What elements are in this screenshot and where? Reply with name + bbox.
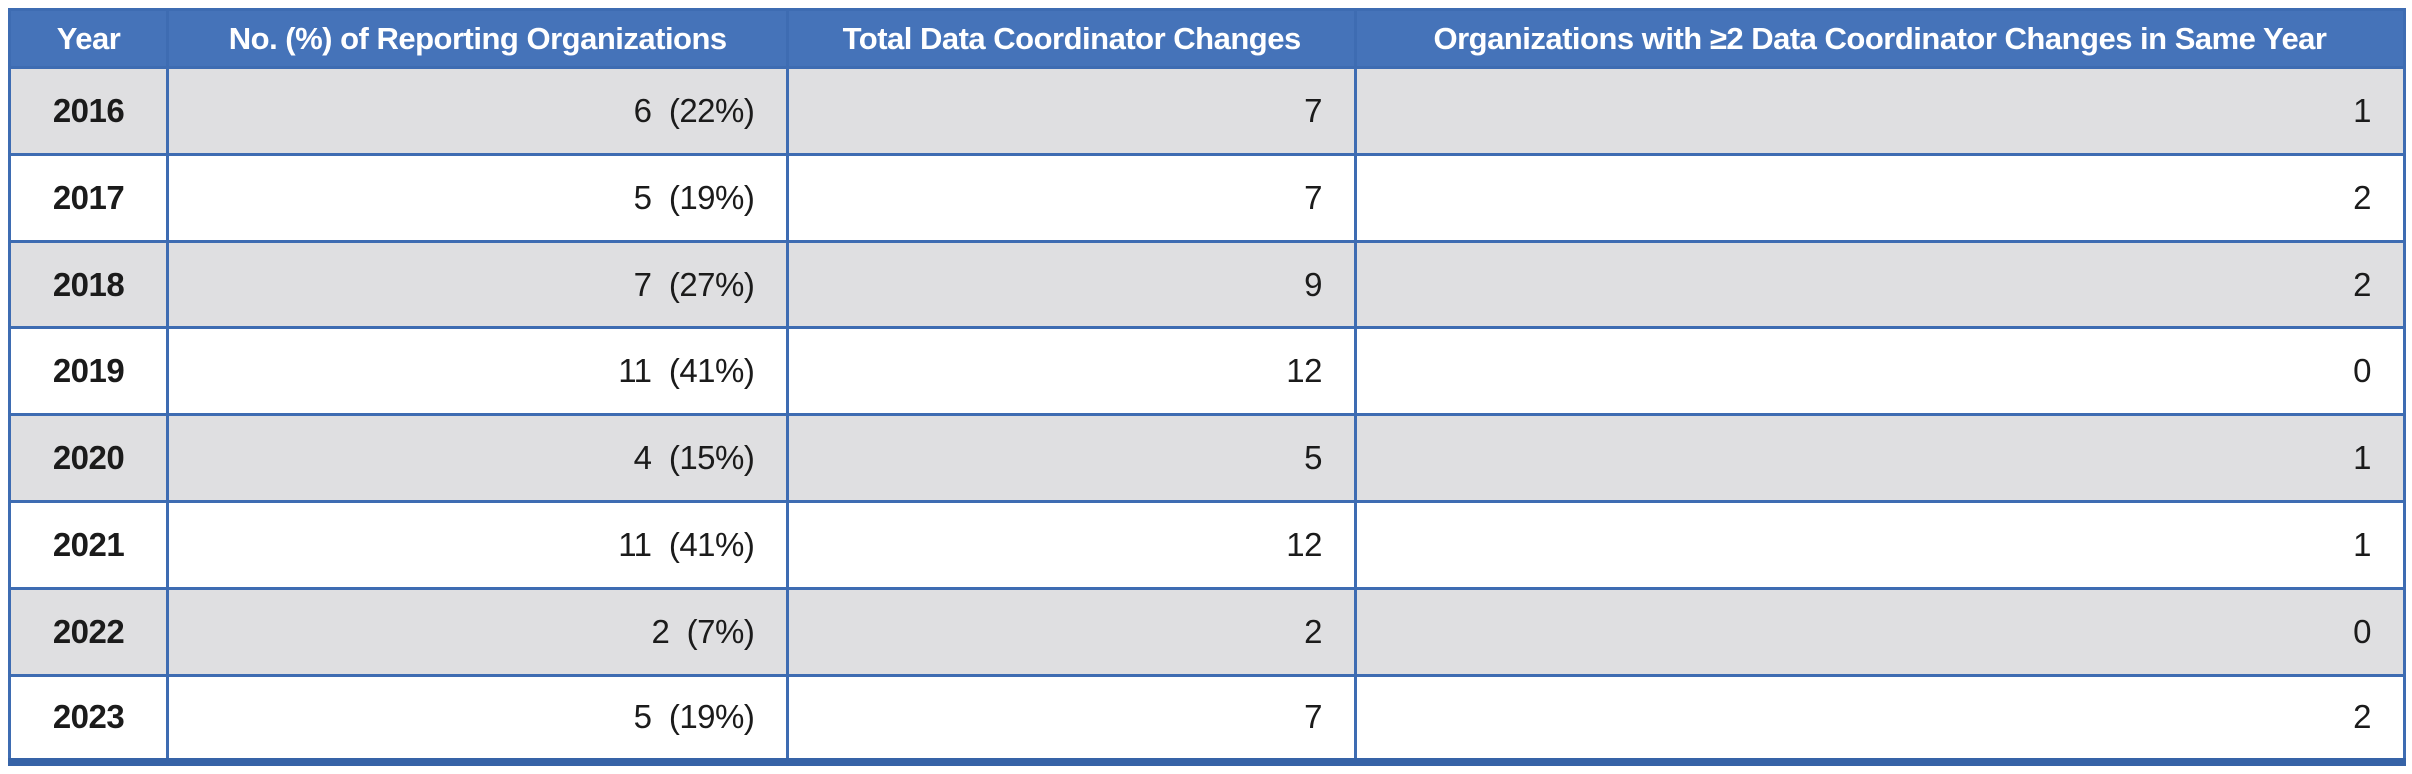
total-changes-cell: 2 bbox=[786, 586, 1357, 677]
total-changes-cell: 7 bbox=[786, 66, 1357, 156]
reporting-orgs-cell: 2 (7%) bbox=[166, 586, 790, 677]
reporting-orgs-cell: 5 (19%) bbox=[166, 673, 790, 766]
year-cell: 2020 bbox=[7, 413, 170, 504]
reporting-orgs-cell: 7 (27%) bbox=[166, 239, 790, 330]
reporting-orgs-cell: 6 (22%) bbox=[166, 66, 790, 156]
table-row: 2021 11 (41%) 12 1 bbox=[7, 500, 2407, 590]
total-changes-cell: 12 bbox=[786, 500, 1357, 590]
total-changes-cell: 7 bbox=[786, 152, 1357, 243]
reporting-orgs-cell: 11 (41%) bbox=[166, 326, 790, 417]
year-cell: 2019 bbox=[7, 326, 170, 417]
orgs-ge2-changes-cell: 0 bbox=[1353, 326, 2407, 417]
total-changes-cell: 9 bbox=[786, 239, 1357, 330]
reporting-orgs-cell: 11 (41%) bbox=[166, 500, 790, 590]
table-row: 2017 5 (19%) 7 2 bbox=[7, 152, 2407, 243]
data-coordinator-changes-table: Year No. (%) of Reporting Organizations … bbox=[7, 8, 2407, 766]
reporting-orgs-cell: 5 (19%) bbox=[166, 152, 790, 243]
column-header-orgs-ge2-changes: Organizations with ≥2 Data Coordinator C… bbox=[1353, 8, 2407, 69]
column-header-reporting-organizations: No. (%) of Reporting Organizations bbox=[166, 8, 790, 69]
reporting-orgs-cell: 4 (15%) bbox=[166, 413, 790, 504]
total-changes-cell: 12 bbox=[786, 326, 1357, 417]
orgs-ge2-changes-cell: 1 bbox=[1353, 413, 2407, 504]
table-row: 2019 11 (41%) 12 0 bbox=[7, 326, 2407, 417]
total-changes-cell: 5 bbox=[786, 413, 1357, 504]
table-row: 2022 2 (7%) 2 0 bbox=[7, 586, 2407, 677]
orgs-ge2-changes-cell: 0 bbox=[1353, 586, 2407, 677]
total-changes-cell: 7 bbox=[786, 673, 1357, 766]
header-row: Year No. (%) of Reporting Organizations … bbox=[7, 8, 2407, 69]
table-row: 2020 4 (15%) 5 1 bbox=[7, 413, 2407, 504]
orgs-ge2-changes-cell: 2 bbox=[1353, 152, 2407, 243]
year-cell: 2017 bbox=[7, 152, 170, 243]
column-header-total-changes: Total Data Coordinator Changes bbox=[786, 8, 1357, 69]
table-row: 2023 5 (19%) 7 2 bbox=[7, 673, 2407, 766]
orgs-ge2-changes-cell: 1 bbox=[1353, 66, 2407, 156]
year-cell: 2021 bbox=[7, 500, 170, 590]
year-cell: 2018 bbox=[7, 239, 170, 330]
year-cell: 2016 bbox=[7, 66, 170, 156]
orgs-ge2-changes-cell: 2 bbox=[1353, 673, 2407, 766]
year-cell: 2023 bbox=[7, 673, 170, 766]
orgs-ge2-changes-cell: 1 bbox=[1353, 500, 2407, 590]
table-row: 2018 7 (27%) 9 2 bbox=[7, 239, 2407, 330]
column-header-year: Year bbox=[7, 8, 170, 69]
year-cell: 2022 bbox=[7, 586, 170, 677]
table-row: 2016 6 (22%) 7 1 bbox=[7, 66, 2407, 156]
orgs-ge2-changes-cell: 2 bbox=[1353, 239, 2407, 330]
